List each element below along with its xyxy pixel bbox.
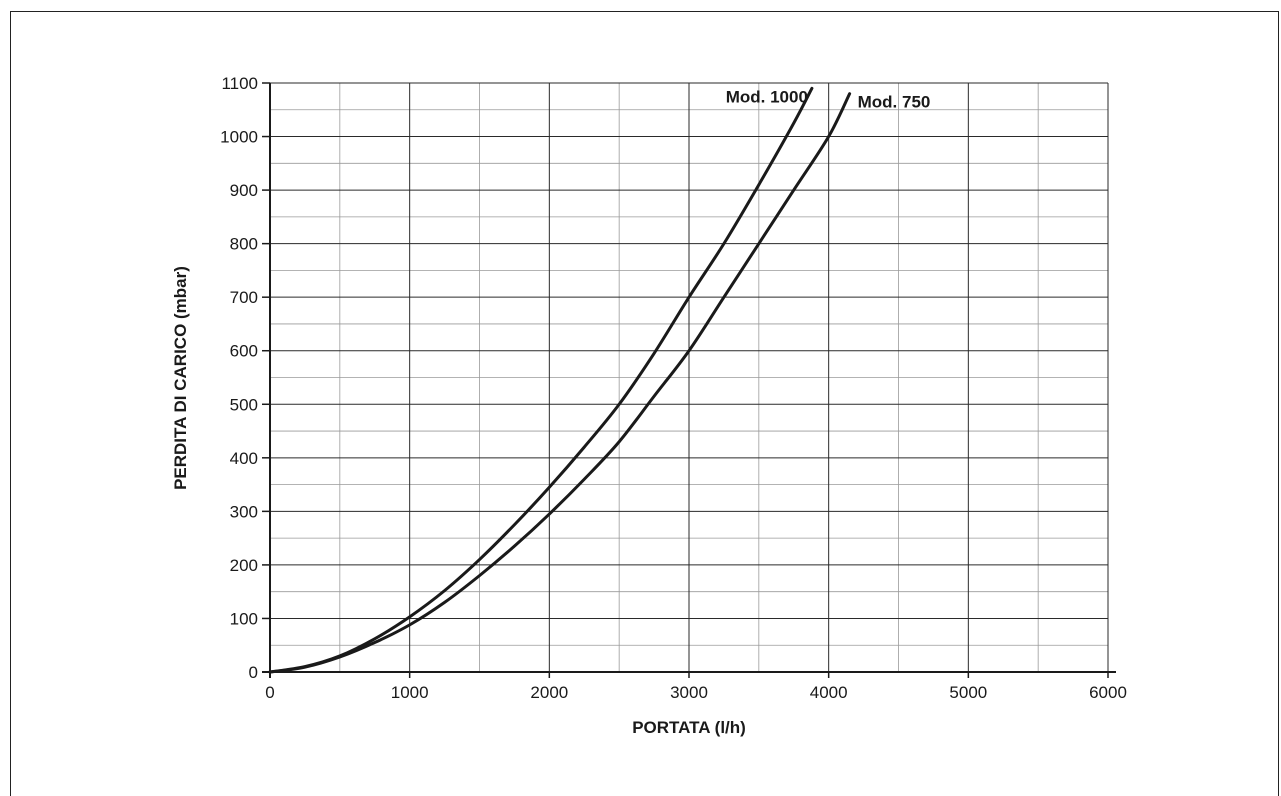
series-label-mod-750: Mod. 750 <box>858 93 931 112</box>
axes <box>262 82 1116 678</box>
y-tick-label: 200 <box>230 556 258 575</box>
x-tick-label: 3000 <box>670 683 708 702</box>
y-tick-label: 0 <box>249 663 258 682</box>
y-tick-label: 1100 <box>221 74 258 93</box>
series-label-mod-1000: Mod. 1000 <box>726 87 808 106</box>
x-tick-label: 2000 <box>530 683 568 702</box>
y-tick-label: 400 <box>230 449 258 468</box>
x-axis-title: PORTATA (l/h) <box>632 718 746 737</box>
y-tick-label: 100 <box>230 609 258 628</box>
x-tick-label: 6000 <box>1089 683 1127 702</box>
series-labels: Mod. 1000 Mod. 750 <box>726 87 931 111</box>
y-tick-label: 500 <box>230 395 258 414</box>
x-tick-labels: 0 1000 2000 3000 4000 5000 6000 <box>265 683 1127 702</box>
x-tick-label: 5000 <box>949 683 987 702</box>
x-tick-label: 0 <box>265 683 274 702</box>
x-tick-label: 1000 <box>391 683 429 702</box>
y-axis-title: PERDITA DI CARICO (mbar) <box>171 266 190 490</box>
y-tick-label: 700 <box>230 288 258 307</box>
y-tick-label: 300 <box>230 502 258 521</box>
series-line-mod-1000 <box>268 86 814 674</box>
series-line-mod-750 <box>268 92 852 674</box>
y-tick-label: 1000 <box>220 128 258 147</box>
y-tick-labels: 0 100 200 300 400 500 600 700 800 900 1000 1100 <box>220 74 258 682</box>
y-tick-label: 900 <box>230 181 258 200</box>
y-tick-label: 600 <box>230 342 258 361</box>
y-tick-label: 800 <box>230 235 258 254</box>
chart-frame <box>10 11 1279 796</box>
x-tick-label: 4000 <box>810 683 848 702</box>
series-lines <box>268 86 852 674</box>
